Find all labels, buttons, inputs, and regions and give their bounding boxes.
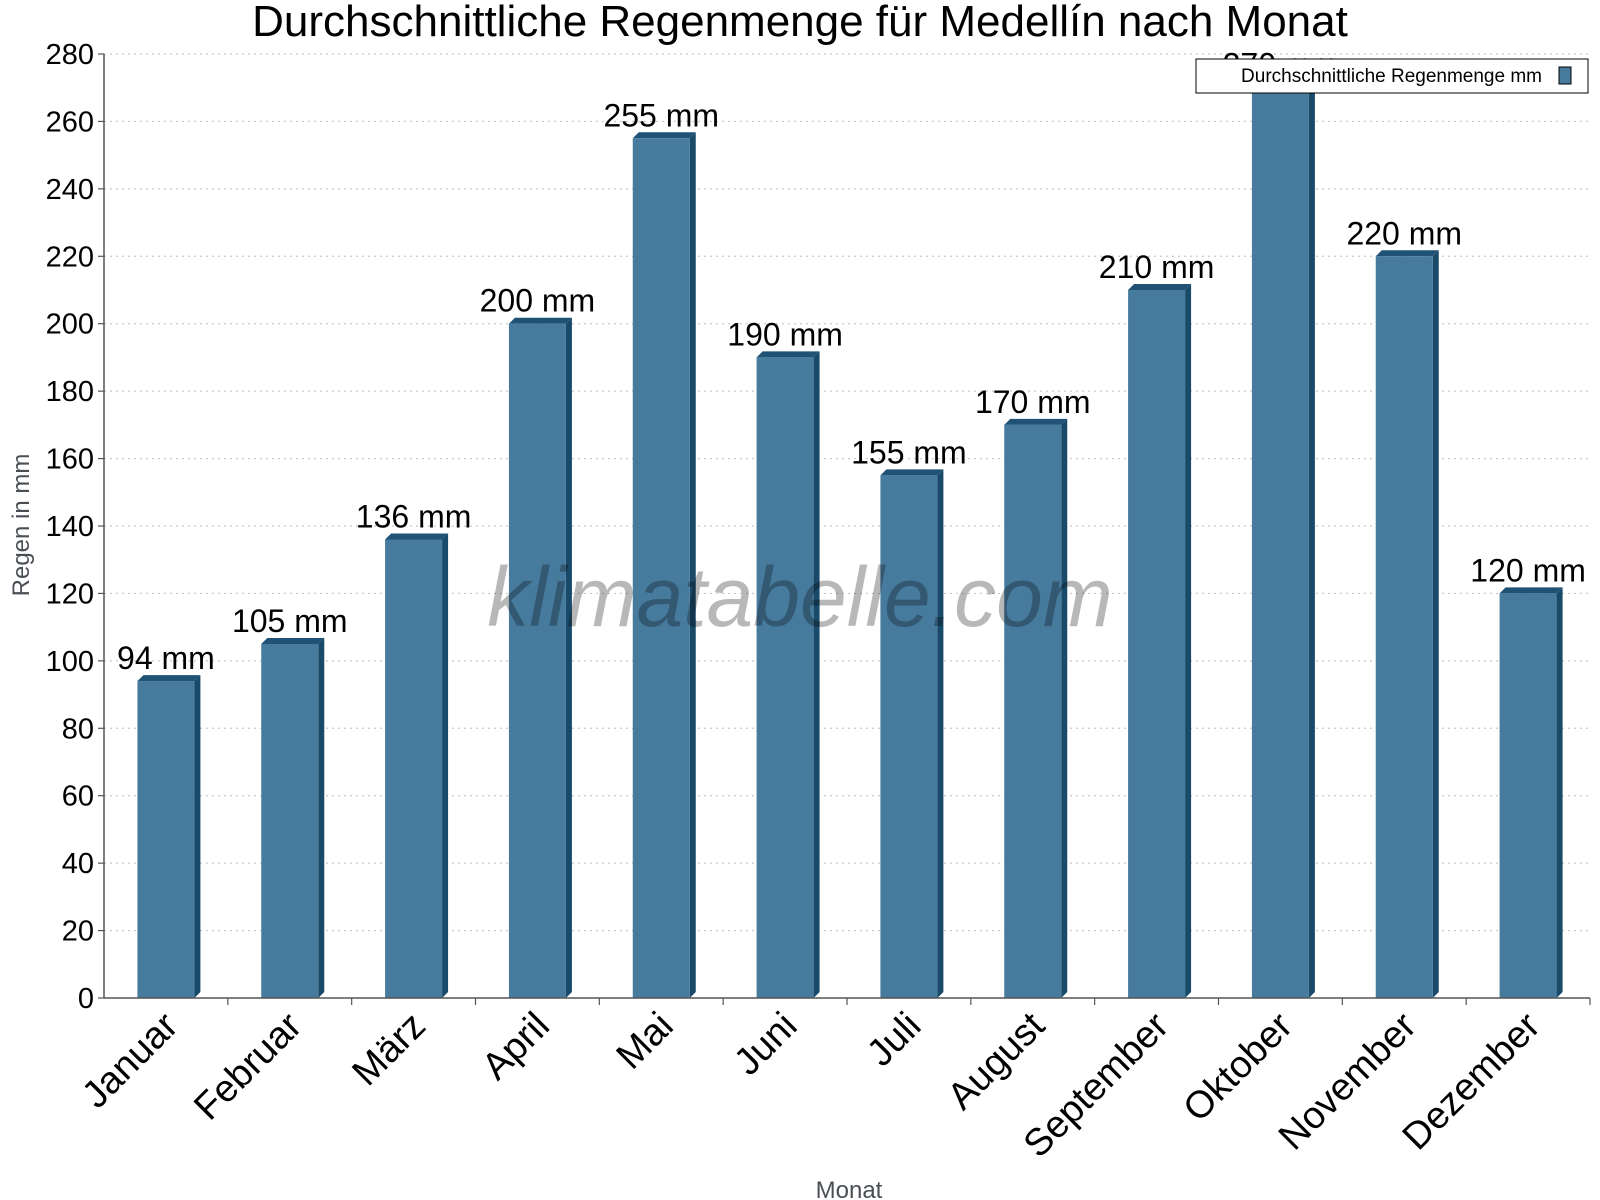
bar-value-label: 220 mm — [1346, 215, 1462, 251]
bar-top — [1004, 418, 1068, 425]
bar-value-label: 120 mm — [1470, 552, 1586, 588]
bar — [385, 533, 449, 998]
y-tick-label: 20 — [62, 916, 94, 948]
bar-side — [1185, 284, 1192, 998]
bar — [632, 132, 696, 999]
bar — [1375, 250, 1439, 999]
y-tick-label: 40 — [62, 848, 94, 880]
x-tick-label: Juli — [859, 1005, 929, 1075]
x-tick-label: Mai — [609, 1005, 682, 1078]
bar-front — [1004, 424, 1062, 998]
bar-top — [137, 675, 201, 682]
bar-top — [385, 533, 449, 540]
y-tick-label: 180 — [46, 376, 94, 408]
bar-front — [880, 475, 938, 998]
legend-swatch — [1558, 66, 1572, 85]
y-tick-label: 100 — [46, 646, 94, 678]
bar — [1004, 418, 1068, 998]
bar-value-label: 94 mm — [117, 640, 215, 676]
y-tick-label: 0 — [78, 983, 94, 1015]
grid-lines — [104, 53, 1590, 932]
x-tick-label: Dezember — [1395, 1004, 1549, 1158]
bar-front — [137, 681, 195, 998]
bars — [137, 81, 1563, 999]
watermark: klimatabelle.com — [487, 550, 1113, 644]
bar-top — [1499, 587, 1563, 594]
x-tick-label: Oktober — [1176, 1004, 1302, 1130]
bar-value-label: 190 mm — [727, 316, 843, 352]
y-tick-label: 220 — [46, 241, 94, 273]
bar-value-label: 200 mm — [480, 283, 596, 319]
x-axis-title: Monat — [816, 1177, 883, 1200]
bar-front — [508, 323, 566, 998]
bar-side — [1061, 418, 1068, 998]
bar — [508, 317, 572, 998]
bar-top — [632, 132, 696, 139]
bar-side — [194, 675, 201, 998]
legend-label: Durchschnittliche Regenmenge mm — [1241, 66, 1542, 87]
bar — [880, 469, 944, 998]
bar-top — [261, 638, 325, 644]
bar-top — [508, 317, 572, 324]
bar — [1499, 587, 1563, 998]
x-tick-label: April — [474, 1005, 557, 1088]
bar — [137, 675, 201, 998]
bar-top — [880, 469, 944, 476]
y-tick-label: 120 — [46, 578, 94, 610]
y-tick-label: 80 — [62, 713, 94, 745]
bar-side — [1308, 81, 1315, 998]
bar-top — [1375, 250, 1439, 257]
bar — [261, 638, 325, 998]
bar-top — [756, 351, 820, 358]
bar-value-label: 136 mm — [356, 498, 472, 534]
y-tick-label: 160 — [46, 444, 94, 476]
y-tick-label: 260 — [46, 106, 94, 138]
bar-side — [937, 469, 944, 998]
bar-side — [1432, 250, 1439, 999]
bar-value-label: 255 mm — [603, 97, 719, 133]
y-axis-title: Regen in mm — [8, 454, 35, 597]
bar-front — [1375, 256, 1433, 998]
bar-front — [261, 644, 319, 998]
y-tick-label: 60 — [62, 781, 94, 813]
bar-side — [1556, 587, 1563, 998]
x-tick-label: Juni — [726, 1005, 805, 1084]
bar-front — [1499, 593, 1557, 998]
bar-value-label: 105 mm — [232, 603, 348, 639]
bar-front — [632, 138, 690, 999]
bar-front — [1128, 290, 1186, 998]
y-tick-label: 240 — [46, 174, 94, 206]
chart-title: Durchschnittliche Regenmenge für Medellí… — [252, 0, 1348, 46]
y-tick-label: 140 — [46, 511, 94, 543]
x-tick-label: August — [940, 1004, 1054, 1118]
bar — [756, 351, 820, 998]
bar-side — [442, 533, 449, 998]
legend-box — [1195, 58, 1589, 94]
bar — [1251, 81, 1315, 998]
bar-value-label: 210 mm — [1099, 249, 1215, 285]
bar-value-label: 155 mm — [851, 434, 967, 470]
bar-front — [385, 539, 443, 998]
bar-top — [1128, 284, 1192, 290]
bar-value-label: 170 mm — [975, 384, 1091, 420]
bar-front — [756, 357, 814, 998]
bar-side — [565, 317, 572, 998]
x-tick-label: Februar — [186, 1004, 310, 1128]
bar — [1128, 284, 1192, 998]
x-tick-label: Januar — [74, 1004, 186, 1116]
x-tick-label: März — [345, 1005, 434, 1094]
bar-side — [318, 638, 325, 998]
bar-side — [813, 351, 820, 998]
legend: Durchschnittliche Regenmenge mm — [1195, 58, 1589, 94]
y-tick-label: 280 — [46, 39, 94, 71]
y-tick-label: 200 — [46, 309, 94, 341]
bar-front — [1251, 87, 1309, 998]
bar-side — [689, 132, 696, 999]
